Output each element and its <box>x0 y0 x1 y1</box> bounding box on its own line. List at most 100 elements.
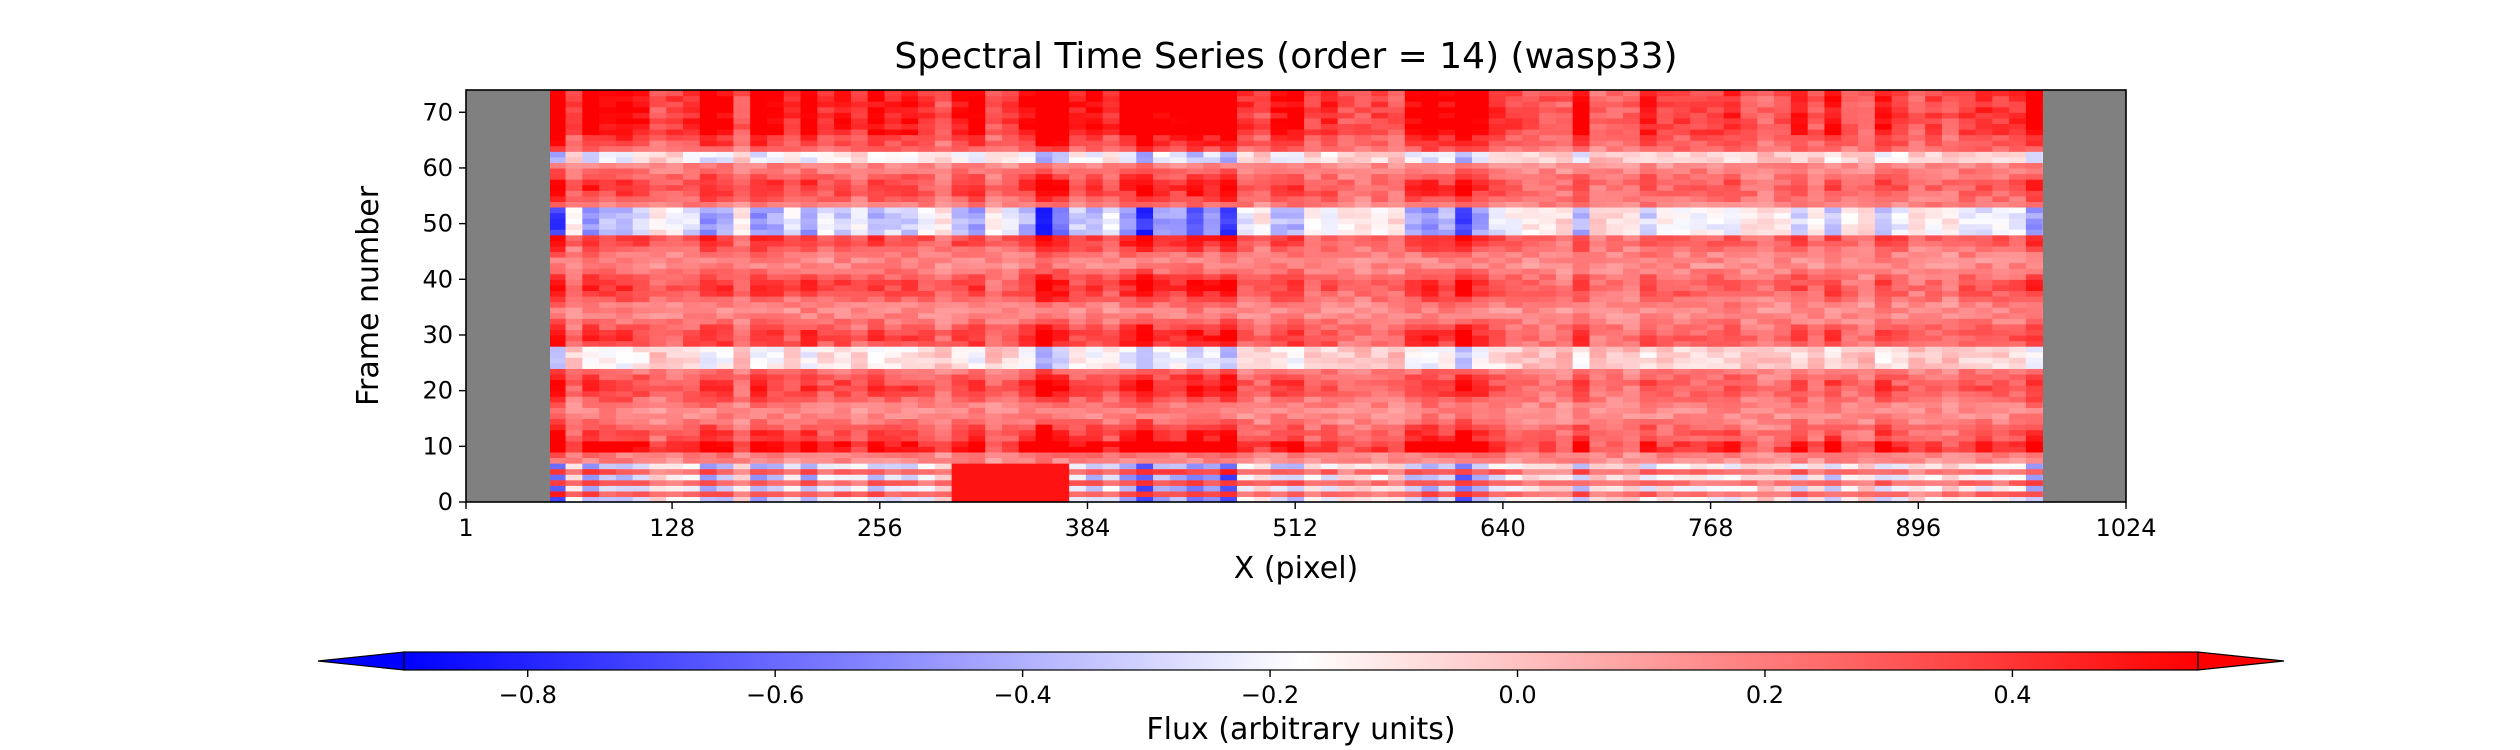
heatmap-cell <box>901 412 919 420</box>
heatmap-cell <box>1304 396 1322 403</box>
heatmap-cell <box>1119 351 1137 358</box>
heatmap-cell <box>934 334 953 342</box>
heatmap-cell <box>1337 446 1356 453</box>
heatmap-cell <box>1001 245 1020 253</box>
heatmap-cell <box>599 435 617 442</box>
heatmap-cell <box>1740 351 1758 358</box>
heatmap-cell <box>716 385 734 392</box>
heatmap-cell <box>1639 435 1658 442</box>
heatmap-cell <box>649 479 667 486</box>
heatmap-cell <box>918 440 936 447</box>
heatmap-cell <box>632 268 651 275</box>
heatmap-cell <box>1287 334 1305 342</box>
heatmap-cell <box>1740 273 1758 280</box>
heatmap-cell <box>968 401 986 408</box>
heatmap-cell <box>951 206 969 214</box>
heatmap-cell <box>1992 379 2010 386</box>
heatmap-cell <box>985 357 1003 364</box>
heatmap-cell <box>716 401 734 408</box>
heatmap-cell <box>834 229 852 236</box>
heatmap-cell <box>1505 206 1523 214</box>
heatmap-cell <box>1706 301 1725 308</box>
heatmap-cell <box>1455 463 1473 470</box>
heatmap-cell <box>599 357 617 364</box>
heatmap-cell <box>1304 262 1322 269</box>
heatmap-cell <box>968 229 986 236</box>
heatmap-cell <box>1891 485 1909 492</box>
heatmap-cell <box>1136 351 1154 358</box>
heatmap-cell <box>1841 390 1859 397</box>
heatmap-cell <box>666 357 684 364</box>
heatmap-cell <box>1589 240 1607 247</box>
heatmap-cell <box>2009 195 2027 202</box>
heatmap-cell <box>985 312 1003 319</box>
heatmap-cell <box>800 301 818 308</box>
heatmap-cell <box>1740 390 1758 397</box>
heatmap-cell <box>2009 424 2027 431</box>
heatmap-cell <box>1807 368 1826 375</box>
heatmap-cell <box>1824 401 1842 408</box>
heatmap-cell <box>1505 257 1523 264</box>
heatmap-cell <box>1337 268 1356 275</box>
heatmap-cell <box>750 340 768 347</box>
heatmap-cell <box>1555 206 1574 214</box>
heatmap-cell <box>1203 407 1221 414</box>
heatmap-cell <box>1421 251 1439 258</box>
heatmap-cell <box>1438 307 1456 314</box>
heatmap-cell <box>582 362 600 369</box>
heatmap-cell <box>1287 490 1305 498</box>
heatmap-cell <box>2009 340 2027 347</box>
heatmap-cell <box>1589 362 1607 369</box>
heatmap-cell <box>1522 474 1540 481</box>
heatmap-cell <box>1069 229 1087 236</box>
heatmap-cell <box>1337 362 1356 369</box>
heatmap-cell <box>1824 468 1842 475</box>
heatmap-cell <box>1925 457 1943 464</box>
heatmap-cell <box>1119 379 1137 386</box>
heatmap-cell <box>1740 301 1758 308</box>
heatmap-cell <box>1287 418 1305 425</box>
heatmap-cell <box>817 412 835 420</box>
heatmap-cell <box>1186 418 1204 425</box>
heatmap-cell <box>1186 218 1204 225</box>
heatmap-cell <box>582 262 600 269</box>
heatmap-cell <box>1488 290 1507 297</box>
heatmap-cell <box>817 451 835 459</box>
heatmap-cell <box>766 307 785 314</box>
heatmap-cell <box>699 206 718 214</box>
heatmap-cell <box>985 334 1003 342</box>
heatmap-cell <box>1069 218 1087 225</box>
heatmap-cell <box>1975 307 1993 314</box>
heatmap-cell <box>1908 396 1926 403</box>
heatmap-cell <box>1169 212 1188 219</box>
heatmap-cell <box>2009 418 2027 425</box>
heatmap-cell <box>1069 440 1087 447</box>
heatmap-cell <box>783 390 802 397</box>
heatmap-cell <box>750 229 768 236</box>
heatmap-cell <box>582 245 600 253</box>
heatmap-cell <box>1320 463 1339 470</box>
heatmap-cell <box>1304 257 1322 264</box>
heatmap-cell <box>1891 312 1909 319</box>
heatmap-cell <box>2025 279 2044 286</box>
heatmap-cell <box>1757 396 1775 403</box>
heatmap-cell <box>1488 245 1507 253</box>
heatmap-cell <box>1925 223 1943 230</box>
heatmap-cell <box>615 212 634 219</box>
heatmap-cell <box>1639 451 1658 459</box>
heatmap-cell <box>1388 451 1406 459</box>
heatmap-cell <box>1421 201 1439 208</box>
heatmap-cell <box>1774 212 1792 219</box>
heatmap-cell <box>1824 418 1842 425</box>
heatmap-cell <box>968 451 986 459</box>
heatmap-cell <box>1874 496 1893 503</box>
heatmap-cell <box>766 396 785 403</box>
heatmap-cell <box>548 201 567 208</box>
heatmap-cell <box>1958 496 1977 503</box>
heatmap-cell <box>867 307 886 314</box>
heatmap-cell <box>867 479 886 486</box>
heatmap-cell <box>1706 206 1725 214</box>
heatmap-cell <box>850 340 869 347</box>
heatmap-cell <box>884 362 902 369</box>
heatmap-cell <box>699 218 718 225</box>
